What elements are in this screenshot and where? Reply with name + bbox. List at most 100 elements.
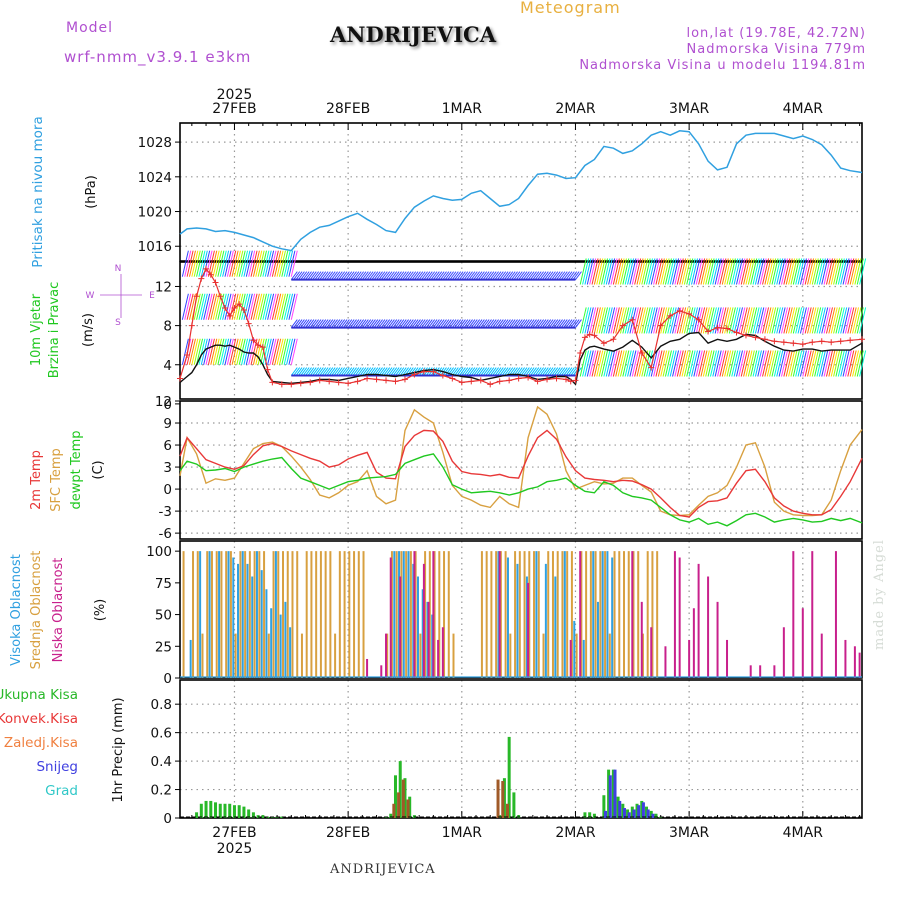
wind-barb bbox=[508, 319, 516, 328]
wind-barb bbox=[435, 271, 443, 280]
wind-gust-marker bbox=[818, 338, 825, 345]
wind-barb bbox=[762, 258, 770, 285]
wind-barb bbox=[771, 258, 779, 285]
wind-barb bbox=[409, 367, 417, 376]
wind-gust-marker bbox=[288, 381, 295, 388]
wind-barb bbox=[205, 338, 213, 365]
wind-barb bbox=[501, 271, 509, 280]
wind-barb bbox=[295, 319, 303, 328]
wind-barb bbox=[728, 258, 736, 285]
wind-barb bbox=[797, 350, 805, 377]
wind-barb bbox=[679, 307, 687, 334]
wind-barb bbox=[307, 271, 315, 280]
model-label: Model bbox=[66, 20, 114, 36]
y-tick-label: 12 bbox=[155, 394, 172, 410]
wind-barb bbox=[679, 350, 687, 377]
wind-barb bbox=[504, 319, 511, 328]
wind-barb bbox=[347, 367, 355, 376]
date-label-bottom: 3MAR bbox=[669, 825, 710, 841]
wind-barb bbox=[785, 258, 793, 285]
wind-barb bbox=[814, 258, 822, 285]
wind-gust-marker bbox=[506, 377, 513, 384]
date-label-bottom: 4MAR bbox=[783, 825, 824, 841]
wind-barb bbox=[688, 258, 696, 285]
wind-barb bbox=[435, 319, 443, 328]
wind-barb bbox=[278, 250, 286, 277]
y-tick-label: -6 bbox=[159, 526, 172, 542]
wind-barb bbox=[518, 319, 526, 328]
wind-barb bbox=[340, 367, 348, 376]
wind-barb bbox=[631, 307, 639, 334]
compass-e: E bbox=[149, 291, 155, 301]
wind-barb bbox=[731, 350, 739, 377]
wind-barb bbox=[485, 271, 492, 280]
wind-barb bbox=[664, 350, 672, 377]
wind-barb bbox=[646, 350, 653, 377]
wind-barb bbox=[792, 350, 800, 377]
wind-barb bbox=[281, 250, 289, 277]
wind-barb bbox=[430, 271, 438, 280]
wind-barb bbox=[406, 319, 414, 328]
wind-barb bbox=[267, 293, 275, 320]
precip-bar bbox=[403, 778, 407, 818]
wind-barb bbox=[463, 367, 471, 376]
wind-barb bbox=[596, 350, 604, 377]
wind-barb bbox=[331, 367, 338, 376]
wind-barb bbox=[608, 307, 616, 334]
wind-barb bbox=[475, 271, 483, 280]
pressure-ylabel: Pritisak na nivou mora bbox=[30, 116, 46, 267]
wind-barb bbox=[255, 338, 263, 365]
wind-barb bbox=[288, 250, 296, 277]
wind-barb bbox=[295, 367, 303, 376]
wind-barb bbox=[655, 258, 663, 285]
wind-barb bbox=[807, 350, 815, 377]
wind-barb bbox=[698, 350, 706, 377]
wind-barb bbox=[844, 258, 852, 285]
wind-barb bbox=[669, 350, 677, 377]
wind-gust-marker bbox=[326, 378, 333, 385]
wind-barb bbox=[257, 293, 265, 320]
wind-barb bbox=[210, 250, 218, 277]
wind-gust-marker bbox=[411, 371, 418, 378]
wind-barb bbox=[278, 338, 286, 365]
wind-barb bbox=[248, 250, 256, 277]
wind-barb bbox=[193, 250, 201, 277]
wind-barb bbox=[387, 367, 395, 376]
wind-barb bbox=[783, 350, 791, 377]
wind-barb bbox=[835, 350, 843, 377]
wind-gust-marker bbox=[562, 376, 569, 383]
y-tick-label: 9 bbox=[163, 416, 172, 432]
wind-barb bbox=[582, 307, 590, 334]
wind-barb bbox=[605, 307, 613, 334]
wind-barb bbox=[333, 367, 341, 376]
wind-barb bbox=[567, 271, 575, 280]
wind-barb bbox=[736, 307, 743, 334]
wind-barb bbox=[217, 293, 225, 320]
date-label-bottom: 28FEB bbox=[326, 825, 370, 841]
wind-barb bbox=[520, 319, 528, 328]
precip-bar bbox=[618, 800, 622, 818]
wind-barb bbox=[754, 307, 762, 334]
wind-barb bbox=[669, 307, 677, 334]
wind-barb bbox=[309, 319, 317, 328]
wind-barb bbox=[210, 293, 218, 320]
wind-barb bbox=[494, 367, 502, 376]
wind-barb bbox=[650, 307, 658, 334]
precip-bar bbox=[640, 800, 644, 818]
wind-barb bbox=[551, 271, 559, 280]
precip-bar bbox=[214, 802, 218, 818]
panel-frame-precip bbox=[179, 679, 863, 819]
wind-barb bbox=[392, 271, 400, 280]
wind-barb bbox=[825, 307, 833, 334]
wind-barb bbox=[591, 350, 599, 377]
wind-barb bbox=[750, 258, 758, 285]
wind-barb bbox=[352, 271, 360, 280]
wind-barb bbox=[823, 350, 831, 377]
wind-barb bbox=[286, 293, 294, 320]
wind-barb bbox=[837, 350, 845, 377]
wind-barb bbox=[643, 307, 651, 334]
wind-barb bbox=[473, 271, 481, 280]
wind-gust-marker bbox=[420, 368, 427, 375]
wind-barb bbox=[525, 271, 533, 280]
panel-frame-clouds bbox=[179, 540, 863, 679]
